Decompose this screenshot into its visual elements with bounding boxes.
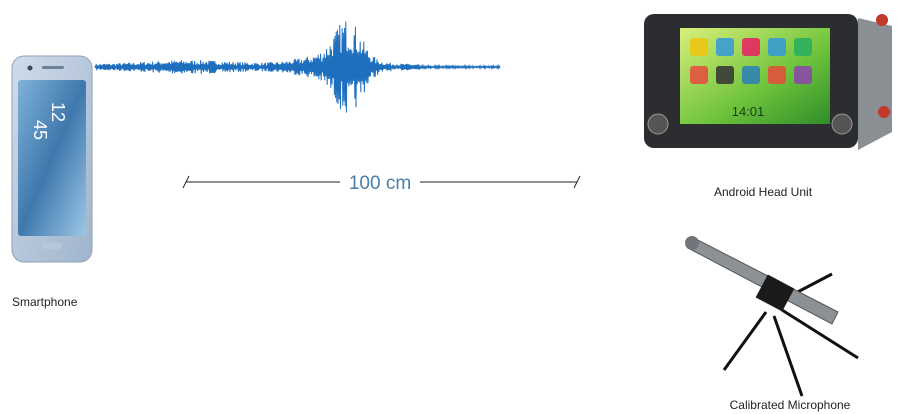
diagram: 12 45 Smartphone 100 cm 14: [0, 0, 898, 414]
calibrated-microphone: [685, 236, 858, 396]
head-unit-label: Android Head Unit: [714, 185, 813, 199]
smartphone-label: Smartphone: [12, 295, 78, 309]
phone-hour: 12: [48, 102, 68, 122]
distance-label: 100 cm: [349, 173, 411, 194]
smartphone: 12 45: [12, 56, 92, 262]
sound-waveform: [95, 22, 500, 113]
microphone-label: Calibrated Microphone: [730, 398, 851, 412]
phone-minute: 45: [30, 120, 50, 140]
head-unit: 14:01: [644, 14, 892, 150]
head-unit-time: 14:01: [732, 104, 765, 119]
